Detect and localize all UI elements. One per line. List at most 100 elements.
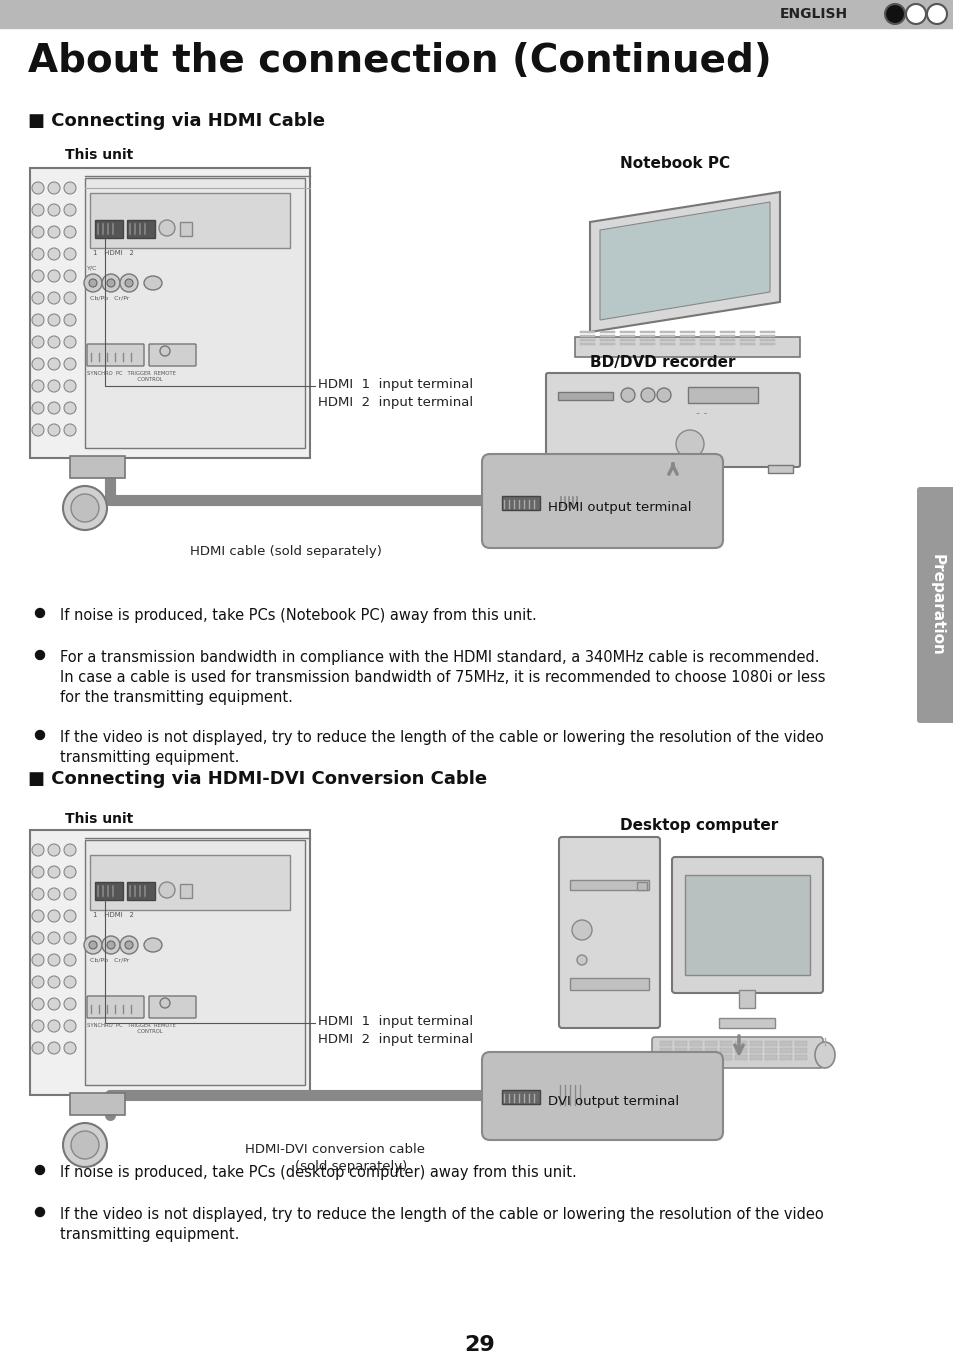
Circle shape [71, 1131, 99, 1159]
Polygon shape [575, 338, 800, 357]
Bar [70, 1093, 125, 1115]
Circle shape [48, 888, 60, 900]
Circle shape [48, 270, 60, 282]
Text: Cb/Pb   Cr/Pr: Cb/Pb Cr/Pr [90, 296, 130, 301]
Bar [501, 496, 539, 510]
Bar [720, 1048, 731, 1054]
Circle shape [32, 182, 44, 194]
Circle shape [32, 910, 44, 922]
Bar [794, 1055, 806, 1060]
Text: HDMI-DVI conversion cable: HDMI-DVI conversion cable [245, 1143, 424, 1157]
FancyBboxPatch shape [916, 487, 953, 723]
Circle shape [64, 358, 76, 370]
Bar [579, 339, 595, 340]
Bar [760, 339, 774, 340]
FancyBboxPatch shape [149, 997, 195, 1018]
Bar [780, 1055, 791, 1060]
Text: If the video is not displayed, try to reduce the length of the cable or lowering: If the video is not displayed, try to re… [60, 730, 822, 744]
Text: BD/DVD recorder: BD/DVD recorder [589, 355, 735, 370]
Polygon shape [599, 202, 769, 320]
Bar [739, 990, 754, 1008]
Circle shape [64, 998, 76, 1010]
Bar [639, 339, 655, 340]
FancyBboxPatch shape [651, 1037, 822, 1069]
FancyBboxPatch shape [481, 1052, 722, 1140]
Text: DVI output terminal: DVI output terminal [547, 1096, 679, 1108]
Circle shape [48, 226, 60, 239]
Bar [689, 1041, 701, 1045]
Circle shape [48, 976, 60, 989]
Bar [180, 884, 192, 898]
Bar [700, 339, 714, 340]
FancyBboxPatch shape [558, 837, 659, 1028]
Circle shape [64, 226, 76, 239]
Circle shape [32, 998, 44, 1010]
Circle shape [48, 424, 60, 437]
Circle shape [89, 941, 97, 949]
Circle shape [620, 388, 635, 401]
Bar [734, 1048, 746, 1054]
Text: 29: 29 [464, 1336, 495, 1355]
Bar [760, 343, 774, 344]
Bar [501, 1090, 539, 1104]
Bar [639, 343, 655, 344]
Circle shape [48, 203, 60, 216]
Text: Y/C: Y/C [87, 266, 97, 271]
Circle shape [159, 220, 174, 236]
Bar [599, 331, 615, 334]
Circle shape [32, 843, 44, 856]
Circle shape [48, 182, 60, 194]
Circle shape [48, 248, 60, 260]
Bar [794, 1048, 806, 1054]
Bar [720, 335, 734, 338]
Circle shape [32, 932, 44, 944]
Text: transmitting equipment.: transmitting equipment. [60, 750, 239, 765]
Bar [679, 343, 695, 344]
Bar [30, 830, 310, 1096]
Text: About the connection (Continued): About the connection (Continued) [28, 42, 771, 80]
Circle shape [657, 388, 670, 401]
Circle shape [35, 609, 45, 617]
Circle shape [64, 1041, 76, 1054]
Circle shape [89, 279, 97, 287]
Circle shape [64, 380, 76, 392]
Circle shape [48, 932, 60, 944]
Bar [700, 335, 714, 338]
Circle shape [32, 1020, 44, 1032]
Bar [619, 343, 635, 344]
Bar [764, 1041, 776, 1045]
Circle shape [32, 424, 44, 437]
Bar [579, 331, 595, 334]
Bar [720, 1041, 731, 1045]
Ellipse shape [144, 938, 162, 952]
Bar [127, 881, 154, 900]
Bar [749, 1048, 761, 1054]
Bar [719, 1018, 774, 1028]
Circle shape [64, 932, 76, 944]
Circle shape [32, 401, 44, 414]
Circle shape [64, 315, 76, 325]
Circle shape [32, 358, 44, 370]
Bar [734, 1041, 746, 1045]
Bar [127, 220, 154, 239]
Circle shape [64, 976, 76, 989]
Circle shape [64, 336, 76, 348]
Circle shape [64, 888, 76, 900]
Circle shape [905, 4, 925, 24]
Circle shape [48, 955, 60, 965]
Bar [700, 331, 714, 334]
Bar [780, 1041, 791, 1045]
Bar [684, 875, 809, 975]
Bar [704, 1055, 717, 1060]
Circle shape [32, 955, 44, 965]
Bar [689, 1055, 701, 1060]
Circle shape [64, 1020, 76, 1032]
Bar [85, 178, 305, 447]
Circle shape [84, 936, 102, 955]
Circle shape [48, 336, 60, 348]
FancyBboxPatch shape [87, 344, 144, 366]
FancyBboxPatch shape [87, 997, 144, 1018]
Bar [579, 343, 595, 344]
Circle shape [577, 955, 586, 965]
Text: For a transmission bandwidth in compliance with the HDMI standard, a 340MHz cabl: For a transmission bandwidth in complian… [60, 650, 819, 664]
